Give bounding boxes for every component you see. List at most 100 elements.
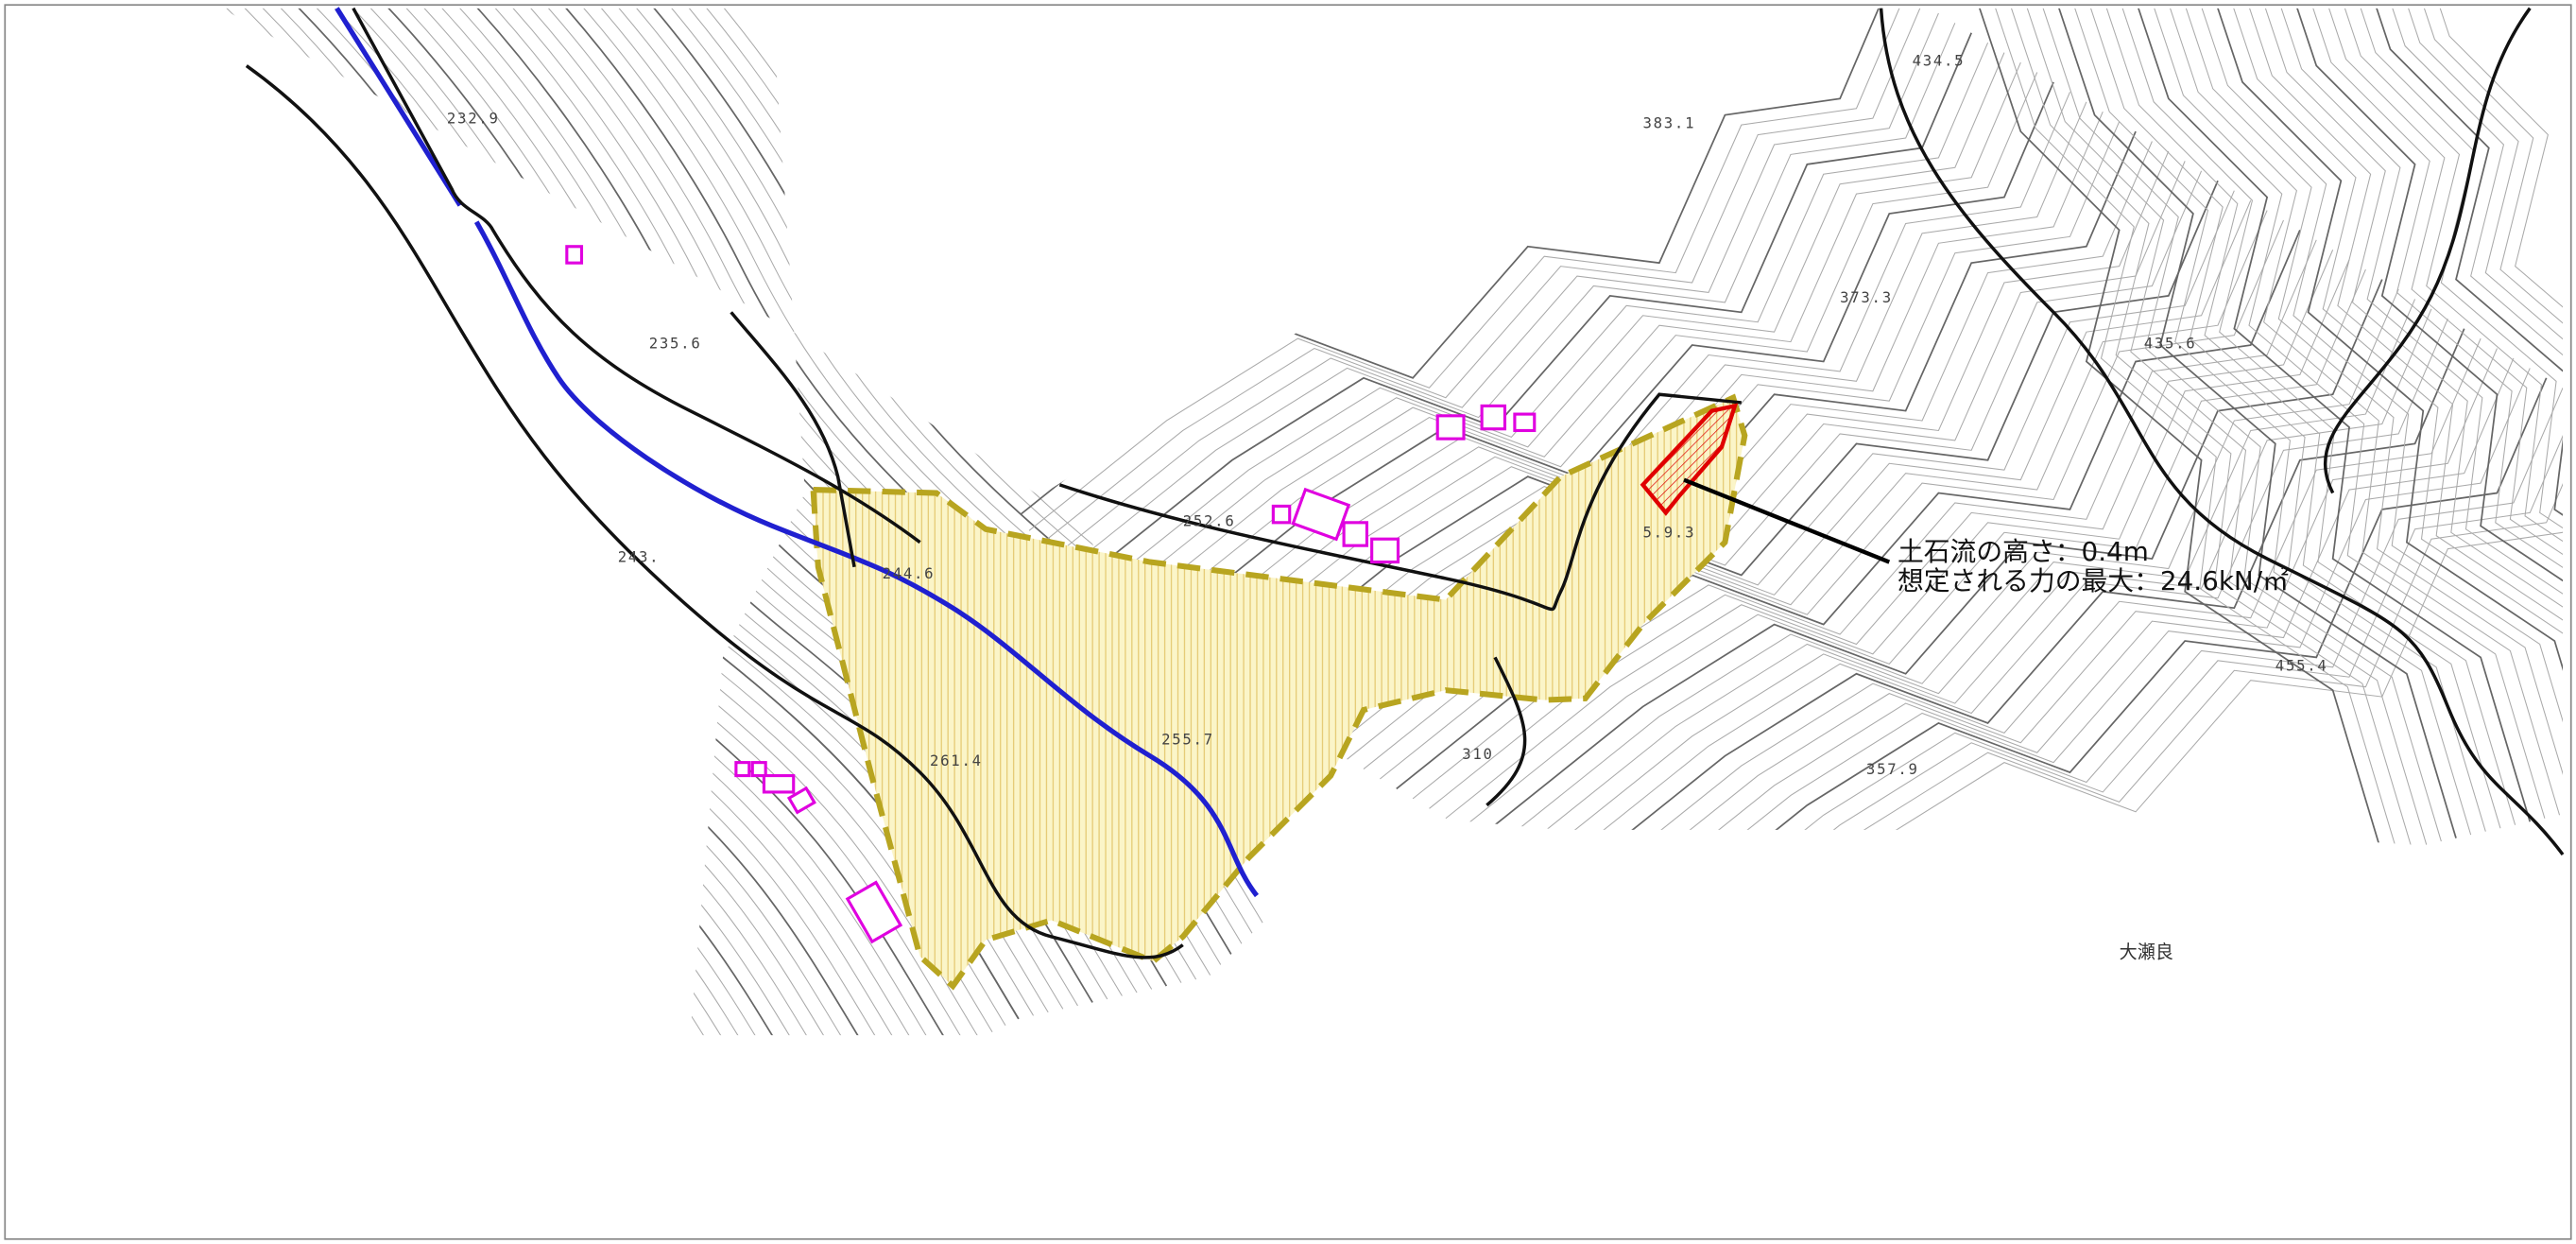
contour: [1708, 417, 2564, 855]
elevation-labels: 232.9 235.6 243. 244.6 252.6 5.9.3 255.7…: [447, 52, 2328, 778]
contour: [2266, 8, 2564, 789]
elevation: 235.6: [649, 335, 702, 353]
contour: [2133, 8, 2546, 819]
contour: [1018, 8, 1907, 553]
building: [565, 245, 584, 265]
contour: [1100, 52, 2005, 613]
contour: [1247, 141, 2153, 700]
contour: [2015, 8, 2428, 845]
annotation-height: 土石流の高さ：0.4m: [1898, 536, 2149, 567]
building: [734, 761, 751, 778]
building: [1370, 537, 1400, 564]
contour: [1641, 377, 2548, 855]
contour: [2044, 8, 2457, 838]
elevation: 435.6: [2144, 335, 2197, 353]
contour: [2384, 8, 2564, 763]
contour: [2088, 8, 2501, 829]
contour: [1970, 8, 2383, 855]
contour: [2340, 8, 2564, 773]
contour-group: [1970, 8, 2564, 855]
annotation-force: 想定される力の最大：24.6kN/㎡: [1898, 565, 2289, 596]
source-area: [1640, 403, 1739, 516]
elevation: 434.5: [1913, 52, 1966, 70]
contour: [2030, 8, 2442, 842]
contour: [2370, 8, 2564, 767]
contour: [1445, 259, 2350, 820]
contour: [1560, 328, 2465, 855]
place-name: 大瀬良: [2120, 942, 2173, 963]
contour: [1149, 81, 2054, 642]
contour: [1576, 337, 2482, 855]
contour: [1166, 92, 2070, 651]
elevation: 5.9.3: [1643, 523, 1696, 541]
contour: [2251, 8, 2564, 793]
contour: [1084, 42, 1989, 602]
building: [786, 786, 816, 815]
contour: [1478, 279, 2383, 839]
building: [1342, 521, 1369, 547]
contour: [1692, 406, 2564, 855]
elevation: 243.: [618, 548, 661, 566]
contour: [1264, 150, 2170, 711]
contour: [2059, 8, 2472, 836]
contour: [1593, 348, 2498, 855]
contour: [1182, 101, 2087, 662]
contour: [2310, 8, 2564, 780]
elevation: 357.9: [1866, 760, 1919, 778]
contour: [2295, 8, 2564, 783]
building: [1435, 414, 1466, 441]
building: [762, 773, 796, 794]
contour: [1543, 319, 2448, 855]
river: [335, 7, 1260, 898]
buildings: [565, 245, 1537, 944]
elevation: 252.6: [1183, 511, 1236, 529]
contour: [2074, 8, 2486, 832]
building: [1513, 412, 1537, 433]
contour: [2118, 8, 2532, 822]
contour: [1198, 112, 2104, 671]
roads: [245, 7, 2565, 959]
contour: [2207, 8, 2564, 803]
elevation: 255.7: [1161, 731, 1214, 749]
contour: [1231, 130, 2137, 691]
contour: [2000, 8, 2413, 849]
leader-line: [1683, 477, 1891, 564]
contour: [1034, 12, 1939, 573]
building: [750, 761, 767, 778]
contour: [1674, 397, 2564, 855]
elevation: 261.4: [930, 752, 983, 769]
contour: [2281, 8, 2564, 786]
contour: [1511, 299, 2416, 855]
building: [1480, 404, 1507, 431]
elevation: 373.3: [1840, 288, 1893, 306]
contour: [2163, 8, 2564, 812]
contour: [1018, 8, 1923, 562]
contour: [2104, 8, 2516, 825]
contour: [2177, 8, 2564, 809]
contour: [2355, 8, 2564, 769]
contour: [1116, 61, 2021, 622]
contour: [2237, 8, 2564, 796]
contour: [1461, 268, 2366, 829]
elevation: 310: [1462, 745, 1493, 763]
contour: [1527, 308, 2432, 855]
building: [1271, 504, 1292, 525]
elevation: 455.4: [2275, 656, 2328, 674]
elevation: 232.9: [447, 109, 500, 127]
hazard-zone: [810, 393, 1748, 991]
contour: [2326, 8, 2564, 776]
elevation: 383.1: [1643, 114, 1696, 132]
contour: [1215, 121, 2121, 682]
contour: [1051, 23, 1956, 582]
contour: [1067, 32, 1972, 593]
elevation: 244.6: [883, 564, 936, 582]
contour: [2399, 8, 2564, 760]
building: [845, 880, 903, 944]
contour: [1985, 8, 2397, 852]
contour: [1658, 388, 2564, 855]
contour: [2148, 8, 2561, 816]
contour: [2192, 8, 2564, 806]
contour: [1609, 357, 2515, 855]
